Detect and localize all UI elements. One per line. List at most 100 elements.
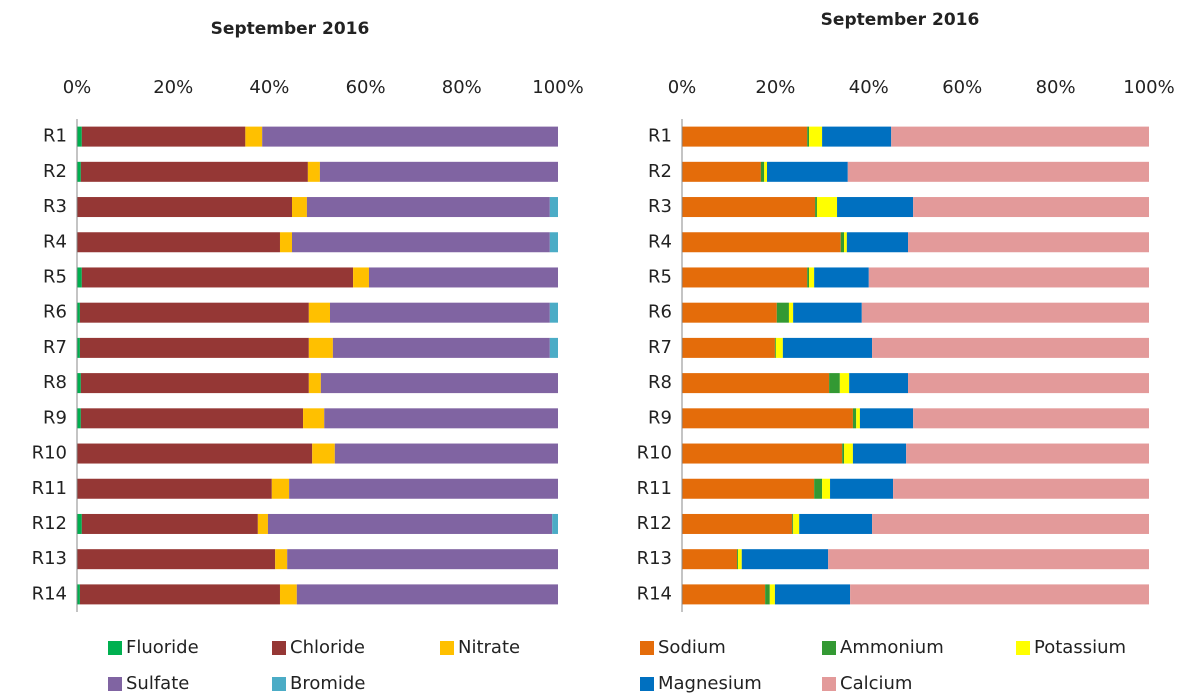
bar-segment bbox=[816, 197, 838, 218]
legend-label: Chloride bbox=[290, 637, 365, 658]
y-tick-label: R4 bbox=[43, 231, 67, 252]
bar-segment bbox=[849, 373, 909, 394]
bar-segment bbox=[549, 337, 558, 358]
chart-title: September 2016 bbox=[821, 10, 980, 30]
bar-segment bbox=[815, 197, 817, 218]
bar-segment bbox=[774, 584, 851, 605]
bar-segment bbox=[77, 126, 82, 147]
bar-segment bbox=[872, 513, 1149, 534]
y-tick-label: R4 bbox=[648, 231, 672, 252]
bar-segment bbox=[275, 549, 288, 570]
bar-segment bbox=[868, 267, 1149, 288]
bar-segment bbox=[303, 408, 325, 429]
bar-segment bbox=[77, 373, 81, 394]
bar-segment bbox=[81, 126, 246, 147]
bar-segment bbox=[308, 373, 321, 394]
bar-segment bbox=[312, 443, 335, 464]
bar-segment bbox=[79, 584, 280, 605]
bar-segment bbox=[782, 337, 873, 358]
bar-segment bbox=[77, 478, 272, 499]
bar-segment bbox=[279, 584, 297, 605]
x-tick-label: 60% bbox=[942, 77, 982, 98]
legend-swatch bbox=[640, 641, 654, 655]
y-tick-label: R8 bbox=[43, 372, 67, 393]
x-tick-label: 100% bbox=[1123, 77, 1174, 98]
bar-segment bbox=[913, 197, 1149, 218]
bar-segment bbox=[306, 197, 550, 218]
bar-segment bbox=[809, 126, 823, 147]
bar-segment bbox=[682, 161, 761, 182]
bar-segment bbox=[77, 513, 82, 534]
bar-segment bbox=[765, 584, 770, 605]
bar-segment bbox=[262, 126, 558, 147]
y-tick-label: R3 bbox=[43, 196, 67, 217]
bar-segment bbox=[852, 443, 907, 464]
y-tick-label: R14 bbox=[637, 583, 672, 604]
legend-swatch bbox=[440, 641, 454, 655]
bar-segment bbox=[682, 197, 816, 218]
bar-segment bbox=[368, 267, 558, 288]
legend-label: Ammonium bbox=[840, 637, 944, 658]
bar-segment bbox=[856, 408, 860, 429]
y-tick-label: R5 bbox=[648, 266, 672, 287]
legend-label: Sulfate bbox=[126, 673, 189, 694]
legend-swatch bbox=[1016, 641, 1030, 655]
bar-segment bbox=[847, 161, 1149, 182]
y-tick-label: R6 bbox=[43, 302, 67, 323]
bar-segment bbox=[682, 584, 766, 605]
bar-segment bbox=[891, 126, 1149, 147]
bar-segment bbox=[77, 267, 82, 288]
bar-segment bbox=[814, 267, 869, 288]
y-tick-label: R10 bbox=[32, 443, 67, 464]
bar-segment bbox=[682, 232, 841, 253]
bar-segment bbox=[814, 478, 823, 499]
bar-segment bbox=[307, 161, 320, 182]
bar-segment bbox=[81, 267, 354, 288]
bar-segment bbox=[837, 197, 914, 218]
bar-segment bbox=[80, 373, 309, 394]
x-tick-label: 100% bbox=[532, 77, 583, 98]
bar-segment bbox=[77, 302, 80, 323]
bar-segment bbox=[552, 513, 558, 534]
bar-segment bbox=[289, 478, 558, 499]
bar-segment bbox=[320, 373, 558, 394]
x-tick-label: 80% bbox=[442, 77, 482, 98]
bar-segment bbox=[77, 443, 313, 464]
bar-segment bbox=[682, 478, 815, 499]
y-tick-label: R10 bbox=[637, 443, 672, 464]
bar-segment bbox=[764, 161, 767, 182]
bar-segment bbox=[776, 302, 789, 323]
bar-segment bbox=[682, 267, 808, 288]
bar-segment bbox=[908, 373, 1149, 394]
bar-segment bbox=[682, 443, 843, 464]
bar-segment bbox=[829, 373, 840, 394]
bar-segment bbox=[287, 549, 558, 570]
bar-segment bbox=[77, 161, 81, 182]
bar-segment bbox=[737, 549, 739, 570]
bar-segment bbox=[840, 232, 845, 253]
bar-segment bbox=[549, 302, 558, 323]
y-tick-label: R7 bbox=[43, 337, 67, 358]
bar-segment bbox=[80, 408, 304, 429]
legend-swatch bbox=[822, 677, 836, 691]
bar-segment bbox=[245, 126, 263, 147]
bar-segment bbox=[906, 443, 1149, 464]
bar-segment bbox=[77, 408, 81, 429]
bar-segment bbox=[79, 302, 309, 323]
bar-segment bbox=[741, 549, 829, 570]
y-tick-label: R13 bbox=[637, 548, 672, 569]
bar-segment bbox=[793, 302, 862, 323]
bar-segment bbox=[850, 584, 1149, 605]
bar-segment bbox=[682, 408, 853, 429]
legend-swatch bbox=[272, 641, 286, 655]
bar-segment bbox=[766, 161, 848, 182]
bar-segment bbox=[77, 337, 80, 358]
bar-segment bbox=[271, 478, 290, 499]
bar-segment bbox=[769, 584, 775, 605]
bar-segment bbox=[77, 584, 80, 605]
bar-segment bbox=[799, 513, 873, 534]
x-tick-label: 20% bbox=[755, 77, 795, 98]
legend-swatch bbox=[822, 641, 836, 655]
bar-segment bbox=[682, 513, 793, 534]
